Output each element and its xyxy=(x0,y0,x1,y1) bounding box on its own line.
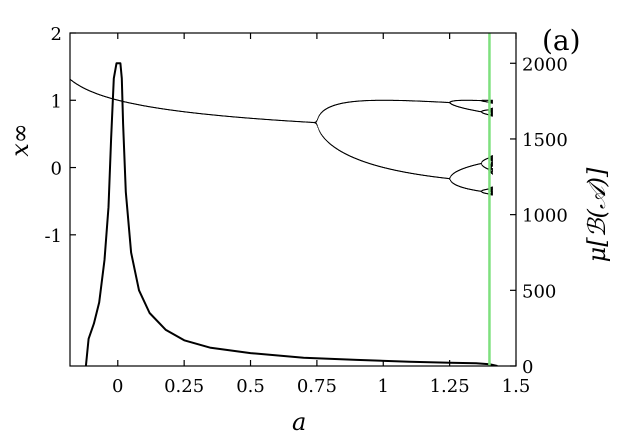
x-tick-label: 0.5 xyxy=(236,376,265,397)
basin-measure-line xyxy=(84,62,498,366)
x-tick-label: 0.75 xyxy=(297,376,337,397)
y-left-tick-label: 0 xyxy=(51,159,62,180)
axes-layer: 0 0.25 0.5 0.75 1 1.25 1.5 2 1 0 -1 2000 1500 1000 500… xyxy=(44,24,567,397)
y-right-tick-label: 500 xyxy=(522,281,556,302)
x-tick-label: 1.5 xyxy=(502,376,531,397)
y-left-tick-label: 2 xyxy=(51,24,62,45)
bifurcation-points xyxy=(70,78,493,196)
curves-layer xyxy=(84,33,498,366)
plot-frame xyxy=(69,32,517,367)
y-axis-label-left: x∞ xyxy=(6,123,34,157)
y-right-tick-label: 1500 xyxy=(522,130,568,151)
y-right-tick-label: 2000 xyxy=(522,54,568,75)
x-tick-label: 1 xyxy=(378,376,389,397)
y-axis-label-right: μ[ℬ(𝒜)] xyxy=(583,167,611,262)
x-tick-label: 1.25 xyxy=(430,376,470,397)
x-axis-label: a xyxy=(292,408,306,436)
x-tick-label: 0 xyxy=(112,376,123,397)
bifurcation-trajectory xyxy=(70,78,493,196)
y-left-tick-label: -1 xyxy=(44,226,62,247)
y-right-tick-label: 0 xyxy=(522,357,533,378)
y-left-tick-label: 1 xyxy=(51,91,62,112)
x-tick-label: 0.25 xyxy=(164,376,204,397)
y-right-tick-label: 1000 xyxy=(522,206,568,227)
panel-label: (a) xyxy=(542,24,581,57)
